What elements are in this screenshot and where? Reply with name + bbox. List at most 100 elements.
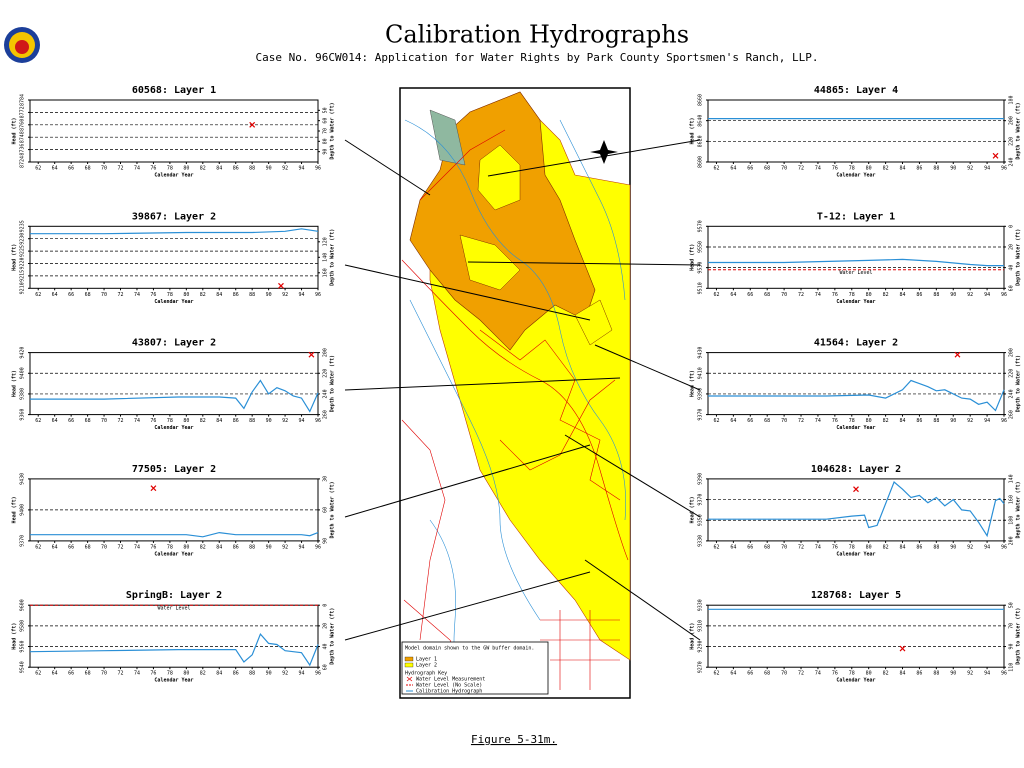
- x-tick-label: 64: [730, 292, 736, 298]
- x-tick-label: 96: [1001, 166, 1007, 172]
- y-tick-label: 8784: [20, 94, 26, 106]
- y-tick-label: 8600: [698, 156, 704, 168]
- x-tick-label: 90: [266, 544, 272, 550]
- measurement-marker: [853, 486, 859, 493]
- x-tick-label: 74: [815, 418, 821, 424]
- x-tick-label: 80: [183, 166, 189, 172]
- x-tick-label: 82: [883, 544, 889, 550]
- plot-frame: [707, 352, 1005, 416]
- x-tick-label: 72: [117, 544, 123, 550]
- y2-tick-label: 200: [1009, 348, 1015, 357]
- y2-tick-label: 20: [323, 623, 329, 629]
- y2-tick-label: 140: [1009, 474, 1015, 483]
- x-tick-label: 94: [984, 544, 990, 550]
- x-tick-label: 68: [85, 544, 91, 550]
- x-tick-label: 80: [183, 292, 189, 298]
- chart-title: 77505: Layer 2: [132, 464, 216, 475]
- x-tick-label: 86: [233, 544, 239, 550]
- key-label: Water Level Measurement: [416, 677, 485, 683]
- x-tick-label: 66: [68, 418, 74, 424]
- x-tick-label: 64: [52, 166, 58, 172]
- x-tick-label: 74: [134, 166, 140, 172]
- x-tick-label: 76: [832, 292, 838, 298]
- water-level-label: Water Level: [157, 606, 190, 612]
- x-tick-label: 74: [134, 671, 140, 677]
- x-tick-label: 66: [68, 292, 74, 298]
- y2-axis-label: Depth to Water (ft): [330, 608, 336, 665]
- x-tick-label: 82: [200, 544, 206, 550]
- x-tick-label: 92: [967, 418, 973, 424]
- y2-tick-label: 0: [323, 604, 329, 607]
- y-tick-label: 9400: [20, 504, 26, 516]
- logo: [4, 27, 40, 63]
- x-tick-label: 66: [68, 544, 74, 550]
- hydrograph-line: [30, 379, 319, 413]
- x-tick-label: 62: [35, 292, 41, 298]
- chart-title: 44865: Layer 4: [814, 85, 898, 96]
- x-tick-label: 88: [249, 166, 255, 172]
- x-tick-label: 78: [849, 671, 855, 677]
- chart-title: 43807: Layer 2: [132, 338, 216, 349]
- y-tick-label: 9235: [20, 220, 26, 232]
- x-tick-label: 88: [249, 292, 255, 298]
- x-tick-label: 86: [916, 292, 922, 298]
- x-tick-label: 92: [967, 292, 973, 298]
- y-tick-label: 9390: [698, 473, 704, 485]
- key-swatch: [404, 656, 414, 662]
- y-axis-label: Head (ft): [12, 244, 18, 271]
- x-tick-label: 72: [798, 671, 804, 677]
- x-tick-label: 96: [1001, 292, 1007, 298]
- y2-tick-label: 60: [323, 664, 329, 670]
- x-tick-label: 80: [866, 671, 872, 677]
- x-tick-label: 66: [747, 544, 753, 550]
- x-tick-label: 76: [150, 544, 156, 550]
- x-tick-label: 62: [713, 671, 719, 677]
- key-title: Hydrograph Key: [405, 671, 447, 677]
- x-tick-label: 84: [216, 671, 222, 677]
- x-tick-label: 90: [950, 671, 956, 677]
- x-tick-label: 70: [781, 166, 787, 172]
- x-tick-label: 90: [266, 292, 272, 298]
- x-tick-label: 62: [713, 292, 719, 298]
- y-tick-label: 9410: [698, 367, 704, 379]
- x-tick-label: 80: [866, 544, 872, 550]
- y2-tick-label: 50: [1009, 602, 1015, 608]
- x-tick-label: 94: [299, 418, 305, 424]
- x-tick-label: 72: [798, 166, 804, 172]
- x-tick-label: 66: [68, 166, 74, 172]
- x-tick-label: 90: [950, 166, 956, 172]
- x-tick-label: 92: [967, 671, 973, 677]
- hydrograph-line: [708, 480, 1005, 538]
- y-tick-label: 9380: [20, 388, 26, 400]
- x-tick-label: 90: [950, 544, 956, 550]
- x-tick-label: 96: [1001, 418, 1007, 424]
- chart-title: 104628: Layer 2: [811, 464, 901, 475]
- x-tick-label: 80: [183, 418, 189, 424]
- y2-axis-label: Depth to Water (ft): [330, 229, 336, 286]
- x-tick-label: 68: [85, 166, 91, 172]
- measurement-marker: [899, 645, 906, 652]
- x-tick-label: 94: [299, 292, 305, 298]
- y-tick-label: 8620: [698, 135, 704, 147]
- x-tick-label: 94: [984, 671, 990, 677]
- plot-frame: [707, 99, 1005, 163]
- x-tick-label: 96: [315, 418, 321, 424]
- key-label: Water Level (No Scale): [416, 683, 482, 689]
- x-tick-label: 78: [849, 166, 855, 172]
- y2-tick-label: 240: [1009, 389, 1015, 398]
- x-tick-label: 72: [117, 166, 123, 172]
- y2-tick-label: 60: [323, 507, 329, 513]
- y-axis-label: Head (ft): [12, 117, 18, 144]
- x-tick-label: 82: [883, 671, 889, 677]
- hydrograph-chart: SpringB: Layer 2 9540 9560 9580 9600 0 20 40 60 6…: [12, 589, 336, 684]
- y2-axis-label: Depth to Water (ft): [330, 355, 336, 412]
- y2-tick-label: 260: [323, 410, 329, 419]
- x-tick-label: 78: [167, 418, 173, 424]
- y2-tick-label: 260: [1009, 410, 1015, 419]
- x-tick-label: 82: [200, 418, 206, 424]
- x-tick-label: 74: [815, 544, 821, 550]
- x-tick-label: 64: [730, 418, 736, 424]
- x-tick-label: 84: [216, 418, 222, 424]
- x-tick-label: 78: [849, 292, 855, 298]
- y2-tick-label: 110: [1009, 663, 1015, 672]
